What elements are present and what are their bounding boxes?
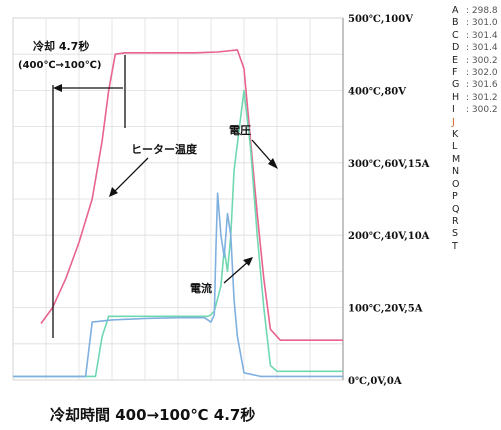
chart-grid [12,17,344,381]
channel-value: : 301.6 [466,80,498,91]
y-tick-label: 400℃,80V [348,86,406,97]
channel-letter: O [452,178,460,190]
voltage-label: 電圧 [229,124,251,137]
channel-row: D : 301.4 [452,42,498,54]
channel-row: I : 300.2 [452,104,498,116]
channel-row: C : 301.4 [452,30,498,42]
y-tick-label: 300℃,60V,15A [348,159,430,170]
heater-arrow-line [112,157,149,194]
series-line-1 [40,49,343,342]
chart-annotations: 冷却 4.7秒 (400℃→100℃) ヒーター温度 電圧 電流 [18,39,278,338]
channel-letter: S [452,228,459,240]
y-tick-label: 200℃,40V,10A [348,231,430,242]
channel-row: K [452,129,498,141]
voltage-arrow-line [251,139,275,166]
cooling-range-label: (400℃→100℃) [18,60,102,71]
channel-row: F : 302.0 [452,67,498,79]
channel-value: : 301.4 [466,30,498,41]
current-arrow-icon [243,257,253,266]
channel-letter: Q [452,203,460,215]
channel-letter: K [452,129,459,141]
chart-caption: 冷却時間 400→100℃ 4.7秒 [50,406,256,424]
channel-row: E : 300.2 [452,55,498,67]
channel-letter: P [452,191,458,203]
channel-letter: I [452,104,455,116]
chart-series [13,49,343,378]
channel-letter: J [452,116,455,128]
channel-row: S [452,228,498,240]
y-tick-label: 100℃,20V,5A [348,304,423,315]
y-tick-label: 500℃,100V [348,14,413,25]
channel-value: : 301.4 [466,43,498,54]
channel-row: P [452,191,498,203]
channel-value: : 302.0 [466,68,498,79]
y-tick-label: 0℃,0V,0A [348,376,402,387]
y-axis-labels: 500℃,100V 400℃,80V 300℃,60V,15A 200℃,40V,10… [348,14,430,387]
channel-row: G : 301.6 [452,79,498,91]
channel-row: T [452,241,498,253]
channel-value: : 298.8 [466,6,498,16]
series-line-2 [13,89,343,378]
channel-readout-list: A : 298.8 B : 301.0 C : 301.4 D : 301.4 E : 300.2… [452,5,498,253]
heater-arrow-icon [109,187,118,197]
channel-row: B : 301.0 [452,17,498,29]
series-line-3 [13,192,343,378]
channel-letter: C [452,29,459,41]
voltage-arrow-icon [268,158,278,169]
channel-row: J [452,117,498,129]
channel-letter: H [452,91,460,103]
channel-row: H : 301.2 [452,92,498,104]
current-arrow-line [223,260,250,284]
channel-letter: D [452,42,460,54]
channel-row: O [452,179,498,191]
channel-row: N [452,166,498,178]
channel-letter: L [452,141,458,153]
channel-letter: F [452,67,458,79]
channel-letter: B [452,17,459,29]
channel-letter: N [452,166,460,178]
channel-value: : 300.2 [466,55,498,66]
cooling-time-label: 冷却 4.7秒 [33,39,89,53]
channel-row: L [452,141,498,153]
cooling-arrow-left-icon [53,84,62,92]
channel-value: : 301.2 [466,92,498,103]
channel-letter: T [452,240,458,252]
channel-row: A : 298.8 [452,5,498,17]
channel-row: R [452,216,498,228]
channel-row: M [452,154,498,166]
channel-letter: A [452,5,459,16]
channel-letter: R [452,215,459,227]
channel-value: : 300.2 [466,105,498,116]
channel-letter: G [452,79,460,91]
channel-letter: M [452,153,461,165]
current-label: 電流 [190,281,212,295]
heater-temp-label: ヒーター温度 [131,142,198,156]
channel-row: Q [452,204,498,216]
channel-letter: E [452,54,459,66]
channel-value: : 301.0 [466,18,498,29]
